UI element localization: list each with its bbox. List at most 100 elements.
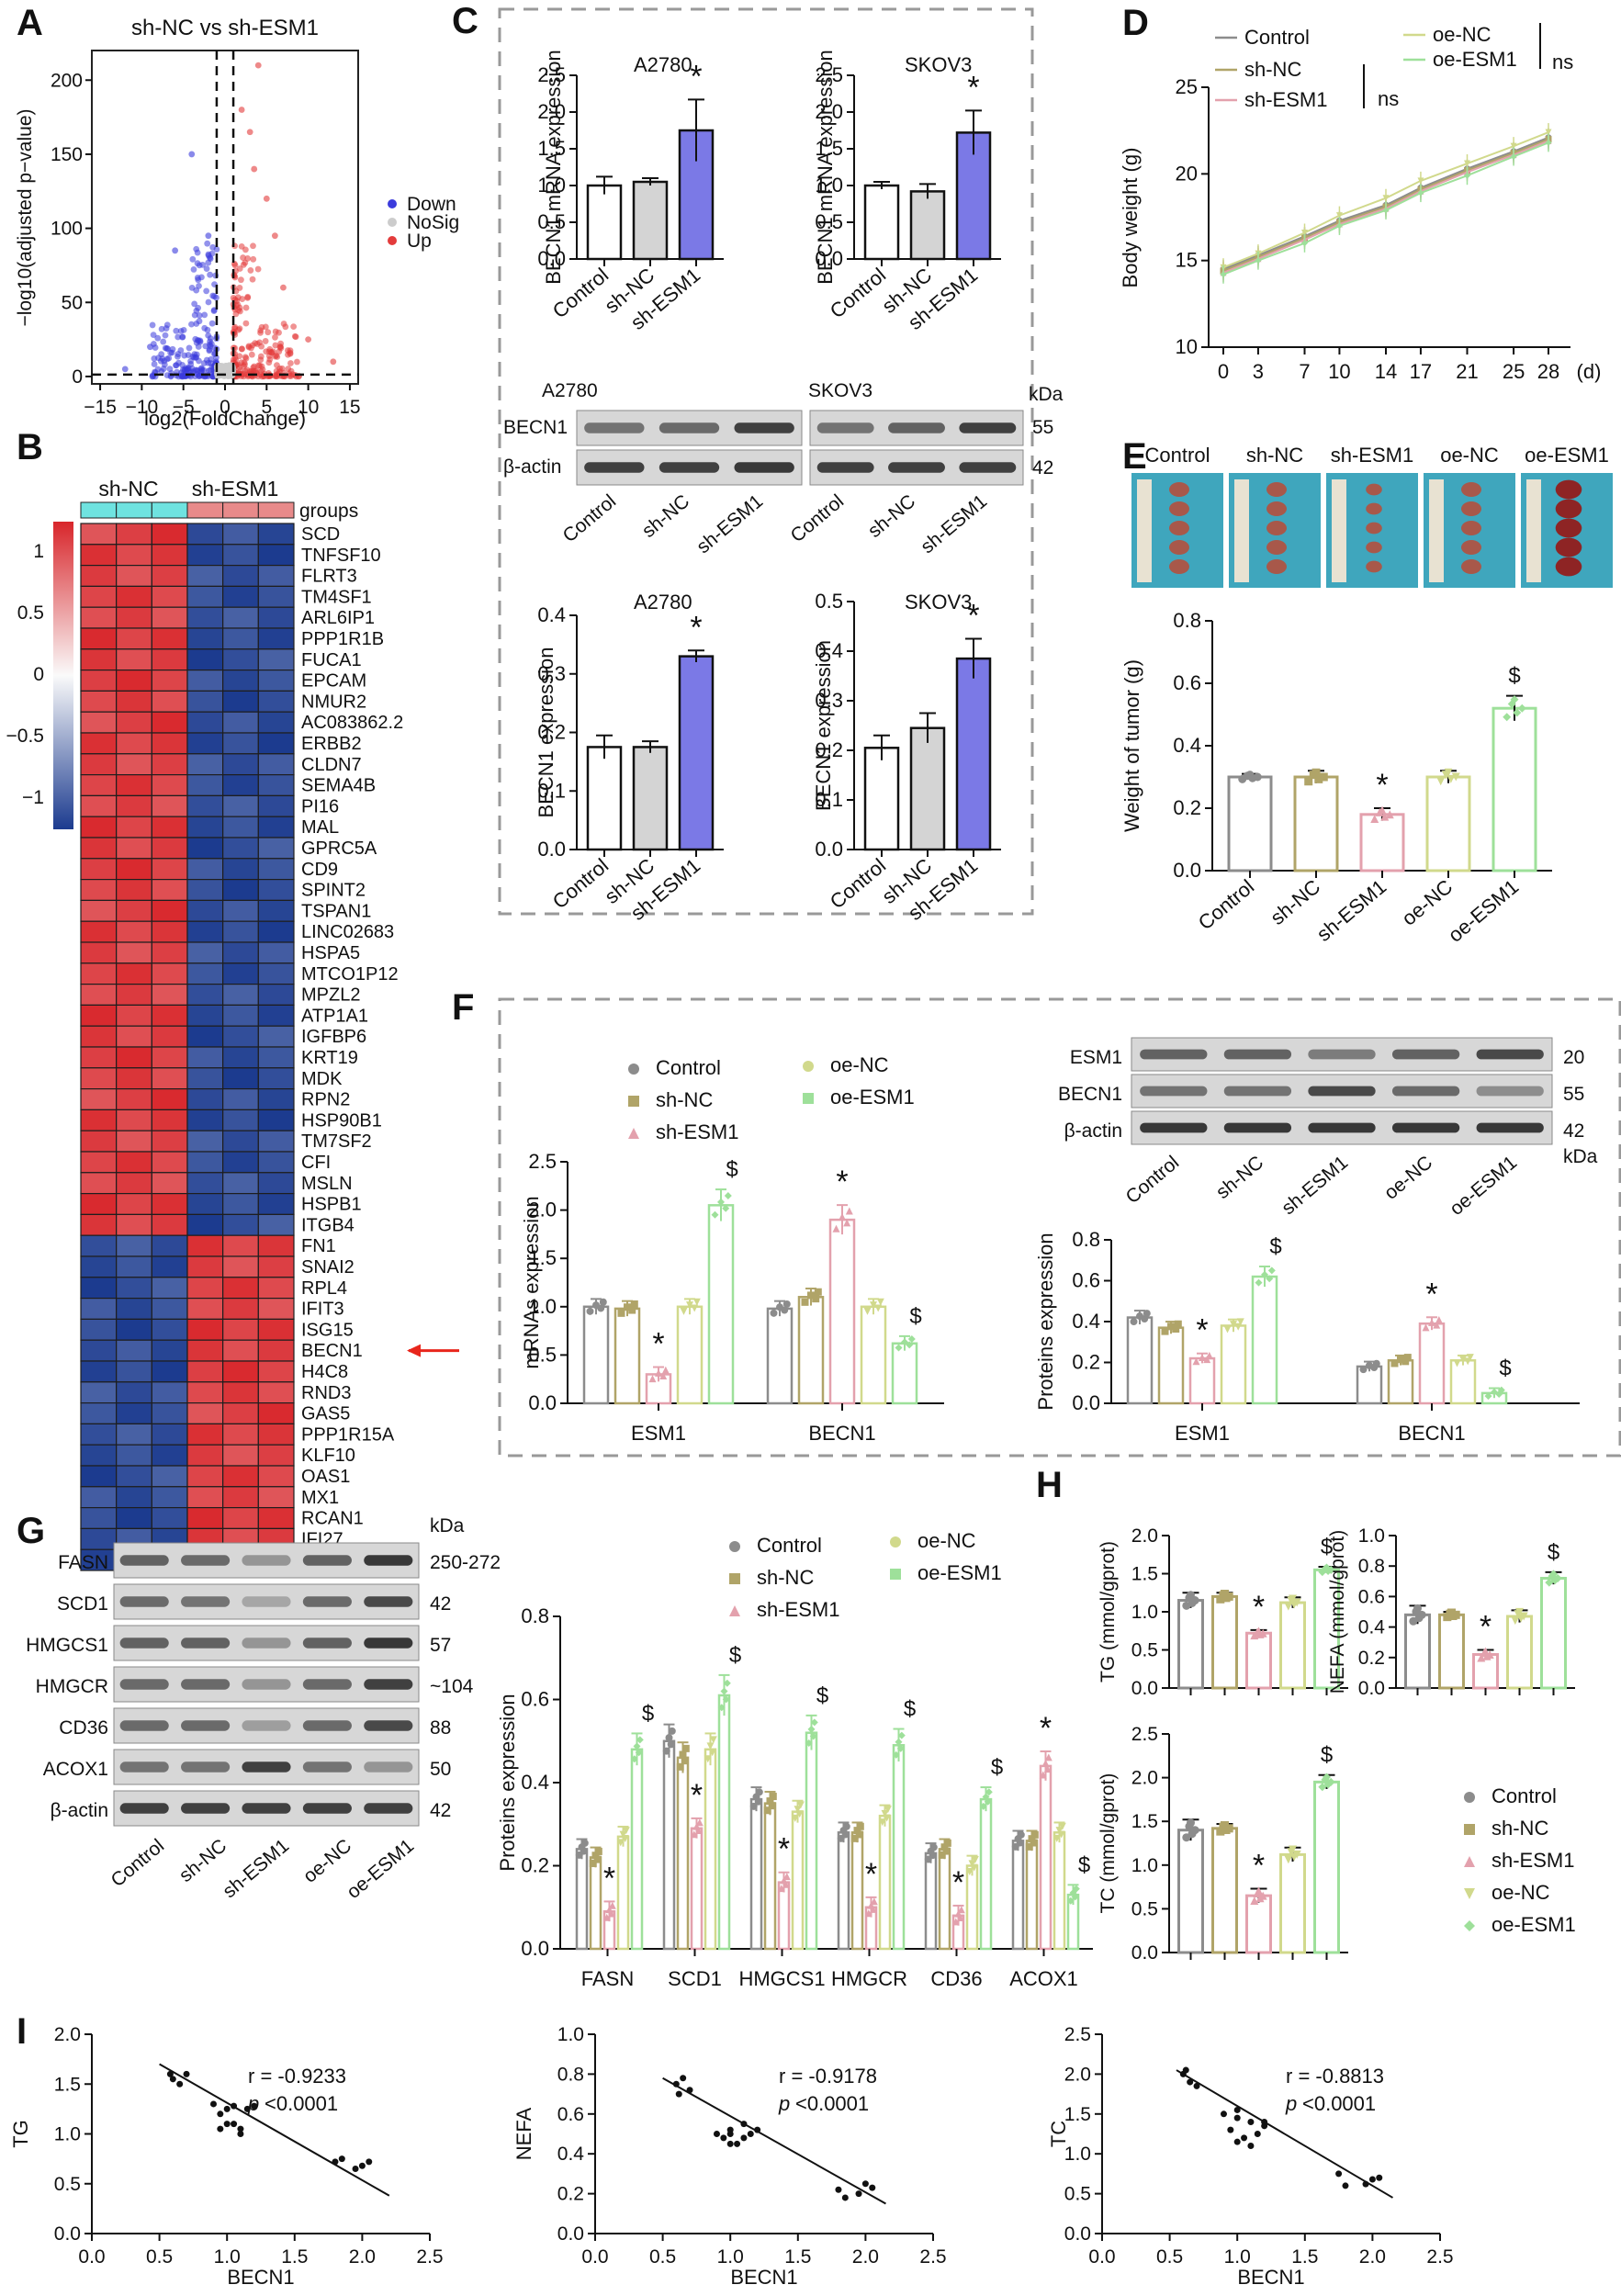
y-tick-label: 0.2	[537, 721, 566, 744]
data-point	[661, 1366, 670, 1374]
data-point	[1130, 1318, 1138, 1326]
heatmap-cell	[80, 1046, 118, 1069]
data-point	[589, 1859, 597, 1867]
legend-marker	[1464, 1888, 1475, 1899]
data-point	[870, 1301, 877, 1310]
y-tick-label: 0.0	[54, 2223, 81, 2245]
data-point	[704, 1755, 712, 1763]
y-tick-label: 1.0	[1131, 1855, 1158, 1876]
p-value: <0.0001	[265, 2092, 338, 2115]
bar	[909, 190, 946, 261]
x-unit-label: (d)	[1577, 360, 1602, 383]
heatmap-cell	[80, 627, 118, 650]
data-point	[1435, 1316, 1443, 1324]
heatmap-cell	[186, 1423, 224, 1446]
heatmap-cell	[116, 1192, 152, 1215]
y-tick-label: 0.2	[521, 1854, 549, 1877]
data-point	[594, 1847, 602, 1855]
heatmap-cell	[80, 1109, 118, 1131]
data-point	[1545, 129, 1552, 136]
bar	[1245, 1894, 1272, 1954]
heatmap-cell	[151, 1172, 188, 1195]
heatmap-cell	[116, 1109, 152, 1131]
heatmap-cell	[80, 1486, 118, 1509]
volcano-point	[169, 345, 176, 353]
data-point	[1292, 1598, 1301, 1607]
heatmap-cell	[80, 899, 118, 922]
heatmap-cell	[186, 1192, 224, 1215]
heatmap-cell	[116, 816, 152, 838]
heatmap-cell	[222, 1401, 259, 1424]
heatmap-cell	[151, 816, 188, 838]
heatmap-cell	[257, 1004, 295, 1027]
heatmap-cell	[222, 669, 259, 692]
volcano-point	[151, 361, 158, 367]
heatmap-cell	[80, 1004, 118, 1027]
bar	[909, 726, 946, 851]
heatmap-cell	[151, 1486, 188, 1509]
heatmap-cell	[222, 962, 259, 985]
blot-band	[119, 1638, 169, 1649]
data-point	[1378, 805, 1387, 815]
bar	[632, 180, 669, 261]
data-point	[1403, 1354, 1412, 1362]
lane-label: sh-NC	[864, 490, 919, 542]
p-value: p	[778, 2092, 790, 2115]
heatmap-cell	[257, 1130, 295, 1153]
x-tick-label: 14	[1375, 360, 1397, 383]
bar	[979, 1797, 993, 1951]
heatmap-cell	[116, 564, 152, 587]
significance-mark: $	[904, 1697, 916, 1722]
data-point	[676, 1762, 684, 1771]
data-point	[723, 1679, 731, 1687]
y-tick-label: 2.0	[1131, 1525, 1158, 1547]
gene-label: SPINT2	[301, 881, 366, 901]
y-tick-label: 0.0	[815, 247, 843, 270]
legend-label: NoSig	[407, 212, 459, 233]
heatmap-cell	[222, 1234, 259, 1257]
data-point	[630, 1755, 638, 1763]
x-tick-label: 1.5	[784, 2246, 811, 2268]
gene-label: GPRC5A	[301, 838, 377, 859]
gene-label: HSPB1	[301, 1195, 362, 1215]
y-tick-label: 10	[1176, 335, 1198, 358]
heatmap-cell	[257, 1360, 295, 1383]
volcano-point	[238, 242, 245, 250]
y-axis-label: Weight of tumor (g)	[1120, 659, 1143, 832]
heatmap-cell	[151, 941, 188, 964]
heatmap-cell	[151, 899, 188, 922]
fit-line	[662, 2077, 886, 2205]
tumor-specimen	[1266, 482, 1287, 497]
gene-label: PPP1R1B	[301, 629, 384, 649]
y-tick-label: 0.8	[521, 1604, 549, 1627]
volcano-point	[305, 336, 312, 343]
data-point	[1066, 1896, 1075, 1905]
heatmap-cell	[116, 1025, 152, 1048]
heatmap-cell	[116, 899, 152, 922]
volcano-point	[236, 265, 243, 272]
data-point	[1255, 1626, 1263, 1636]
data-point	[951, 1918, 960, 1926]
dashed-frame-C	[498, 7, 1034, 916]
bar	[1418, 1322, 1446, 1405]
x-tick-label: 1.0	[214, 2246, 241, 2268]
heatmap-cell	[116, 1318, 152, 1341]
data-point	[1039, 1771, 1047, 1779]
y-tick-label: 0.6	[521, 1688, 549, 1711]
data-point	[807, 1291, 815, 1300]
volcano-point	[254, 265, 262, 273]
bar	[1293, 775, 1339, 872]
data-point	[940, 1843, 949, 1851]
heatmap-cell	[186, 1381, 224, 1404]
heatmap-cell	[80, 606, 118, 629]
significance-mark: *	[1253, 1849, 1265, 1884]
heatmap-cell	[116, 1067, 152, 1090]
volcano-point	[163, 325, 170, 332]
bar	[614, 1307, 641, 1405]
heatmap-cell	[257, 1213, 295, 1236]
data-point	[1224, 1592, 1233, 1601]
y-tick-label: 0.0	[557, 2223, 584, 2245]
data-point	[1464, 172, 1470, 179]
significance-mark: *	[836, 1165, 848, 1199]
data-point	[1453, 1359, 1461, 1367]
